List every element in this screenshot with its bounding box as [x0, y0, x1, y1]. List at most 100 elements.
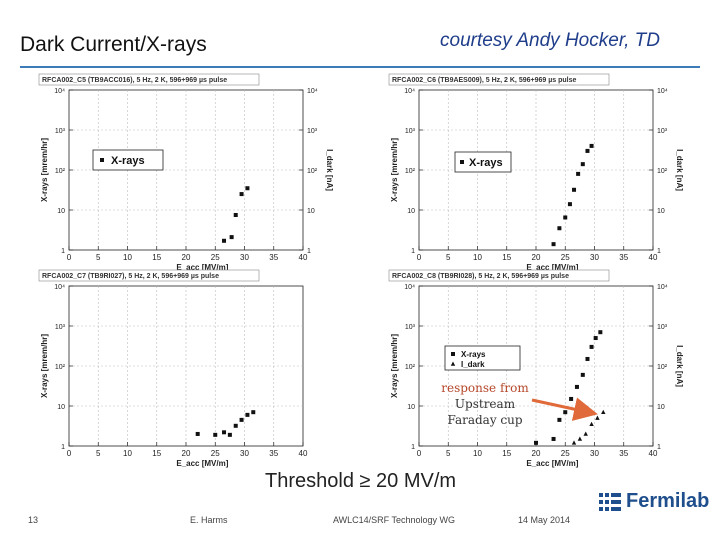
x-tick-label: 40 — [649, 449, 658, 458]
legend-label: X-rays — [111, 155, 145, 167]
y-axis-label: X-rays [mrem/hr] — [40, 138, 49, 202]
fermilab-logo-icon — [599, 492, 621, 511]
data-point — [233, 423, 238, 428]
x-axis-label: E_acc [MV/m] — [176, 459, 228, 468]
x-tick-label: 0 — [417, 449, 422, 458]
chart-title-box — [388, 269, 610, 282]
y-axis-label: X-rays [mrem/hr] — [40, 334, 49, 398]
legend-label: X-rays — [461, 350, 486, 359]
x-tick-label: 5 — [96, 253, 101, 262]
data-point — [589, 421, 594, 427]
data-point — [195, 431, 200, 436]
x-tick-label: 35 — [269, 253, 278, 262]
data-point — [239, 417, 244, 422]
data-point — [572, 187, 577, 192]
legend-box — [444, 345, 521, 371]
y-tick-label: 10 — [57, 208, 65, 215]
y-tick-label: 10 — [407, 404, 415, 411]
x-axis-label: E_acc [MV/m] — [526, 263, 578, 272]
data-point — [598, 330, 603, 335]
x-tick-label: 25 — [561, 253, 570, 262]
chart-title-box — [388, 73, 610, 86]
x-tick-label: 25 — [211, 253, 220, 262]
x-tick-label: 15 — [152, 449, 161, 458]
x-tick-label: 25 — [561, 449, 570, 458]
x-tick-label: 30 — [590, 253, 599, 262]
data-point — [585, 356, 590, 361]
data-point — [583, 431, 588, 436]
series-x-rays — [551, 143, 594, 247]
legend-marker — [451, 352, 455, 356]
chart-svg: RFCA002_C5 (TB9ACC016), 5 Hz, 2 K, 596+9… — [38, 73, 334, 272]
x-tick-label: 15 — [502, 253, 511, 262]
data-point — [601, 409, 606, 414]
data-point — [213, 432, 218, 437]
data-point — [251, 410, 256, 415]
data-point — [557, 226, 562, 231]
legend-marker — [100, 158, 104, 162]
x-tick-label: 10 — [123, 449, 132, 458]
y-tick-label: 1 — [411, 248, 415, 255]
x-tick-label: 20 — [182, 449, 191, 458]
y-tick-label: 10² — [55, 364, 66, 371]
data-point — [569, 396, 574, 401]
y2-tick-label: 1 — [657, 248, 661, 255]
series-x-rays — [195, 410, 256, 437]
legend-box — [454, 151, 512, 173]
y-tick-label: 10⁴ — [404, 88, 415, 95]
faraday-cup-callout: response from Upstream Faraday cup — [440, 380, 530, 428]
data-point — [580, 162, 585, 167]
y-tick-label: 1 — [61, 444, 65, 451]
x-tick-label: 15 — [152, 253, 161, 262]
threshold-text: Threshold ≥ 20 MV/m — [265, 470, 457, 492]
y-tick-label: 10³ — [55, 324, 66, 331]
data-point — [563, 215, 568, 220]
y2-tick-label: 10³ — [307, 128, 318, 135]
legend-marker — [450, 361, 456, 366]
x-axis-label: E_acc [MV/m] — [176, 263, 228, 272]
data-point — [563, 410, 568, 415]
legend-marker — [460, 160, 464, 164]
data-point — [577, 436, 583, 441]
x-tick-label: 35 — [269, 449, 278, 458]
footer-date: 14 May 2014 — [518, 515, 571, 525]
y-tick-label: 10³ — [405, 324, 416, 331]
chart-title-box — [38, 269, 260, 282]
data-point — [239, 192, 244, 197]
callout-line-1: response from — [441, 381, 529, 395]
y-tick-label: 10² — [405, 364, 416, 371]
data-point — [245, 186, 250, 191]
data-point — [576, 171, 581, 176]
x-axis-label: E_acc [MV/m] — [526, 459, 578, 468]
y2-tick-label: 10 — [307, 208, 315, 215]
plot-c7: RFCA002_C7 (TB9RI027), 5 Hz, 2 K, 596+96… — [35, 268, 340, 468]
data-point — [557, 417, 562, 422]
y-axis-label: X-rays [mrem/hr] — [390, 138, 399, 202]
plot-c8: RFCA002_C8 (TB9RI028), 5 Hz, 2 K, 596+96… — [385, 268, 690, 468]
chart-svg: RFCA002_C6 (TB9AES009), 5 Hz, 2 K, 596+9… — [388, 73, 684, 272]
y-tick-label: 10³ — [55, 128, 66, 135]
y-tick-label: 10 — [407, 208, 415, 215]
y-tick-label: 10⁴ — [54, 88, 65, 95]
x-tick-label: 20 — [182, 253, 191, 262]
x-tick-label: 10 — [473, 449, 482, 458]
callout-line-2: Upstream — [454, 397, 516, 411]
x-tick-label: 35 — [619, 449, 628, 458]
y2-axis-label: I_dark [nA] — [675, 345, 684, 387]
y2-tick-label: 10⁴ — [657, 88, 668, 95]
legend-label: X-rays — [469, 157, 503, 169]
x-tick-label: 35 — [619, 253, 628, 262]
chart-title: RFCA002_C8 (TB9RI028), 5 Hz, 2 K, 596+96… — [392, 273, 569, 280]
data-point — [574, 384, 579, 389]
y2-axis-label: I_dark [nA] — [325, 149, 334, 191]
data-point — [580, 372, 585, 377]
data-point — [571, 440, 577, 445]
chart-title-box — [38, 73, 260, 86]
x-tick-label: 20 — [532, 449, 541, 458]
page-number: 13 — [28, 515, 39, 525]
y2-tick-label: 10⁴ — [657, 284, 668, 291]
x-tick-label: 40 — [299, 253, 308, 262]
y2-tick-label: 10 — [657, 208, 665, 215]
footer-author: E. Harms — [190, 515, 228, 525]
series-x-rays — [222, 186, 250, 243]
